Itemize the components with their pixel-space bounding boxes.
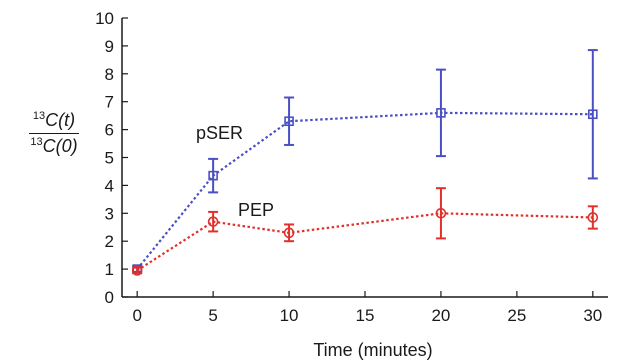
data-point-pep (283, 227, 295, 239)
series-line-pser (136, 111, 593, 270)
y-tick-label: 2 (105, 232, 114, 251)
y-tick-label: 4 (105, 176, 114, 195)
x-tick-label: 30 (583, 306, 602, 325)
data-point-pser (284, 116, 294, 127)
series-line-pep (136, 212, 593, 272)
y-tick-label: 3 (105, 204, 114, 223)
y-label-numerator-sup: 13 (32, 110, 46, 122)
series-pep (131, 187, 599, 276)
data-point-pser (588, 109, 598, 120)
y-tick-label: 8 (105, 65, 114, 84)
x-tick-label: 15 (356, 306, 375, 325)
y-tick-label: 6 (105, 121, 114, 140)
x-tick-label: 25 (507, 306, 526, 325)
x-tick-label: 20 (431, 306, 450, 325)
y-tick-label: 5 (105, 149, 114, 168)
y-axis-label: 13C(t) 13C(0) (28, 110, 80, 156)
axes: 0 1 2 3 4 5 6 7 8 9 10 0 5 10 15 20 25 30 (95, 9, 608, 325)
series-pser (132, 49, 598, 274)
x-tick-label: 10 (280, 306, 299, 325)
y-label-denominator-sup: 13 (30, 136, 43, 148)
data-point-pep (435, 208, 447, 219)
y-tick-label: 0 (105, 288, 114, 307)
y-label-numerator: C(t) (45, 110, 76, 130)
series-label-pep: PEP (238, 200, 274, 220)
data-point-pep (587, 212, 599, 223)
data-point-pep (131, 265, 143, 276)
series-layer (131, 49, 599, 276)
y-tick-label: 1 (105, 260, 114, 279)
x-tick-label: 5 (208, 306, 217, 325)
data-point-pser (436, 108, 446, 118)
x-axis-label: Time (minutes) (313, 340, 432, 360)
y-tick-label: 9 (105, 37, 114, 56)
y-tick-label: 7 (105, 93, 114, 112)
y-tick-label: 10 (95, 9, 114, 28)
x-tick-label: 0 (132, 306, 141, 325)
y-label-denominator: C(0) (42, 136, 78, 156)
data-point-pep (207, 216, 219, 227)
data-point-pser (208, 170, 218, 181)
series-label-pser: pSER (196, 123, 243, 143)
